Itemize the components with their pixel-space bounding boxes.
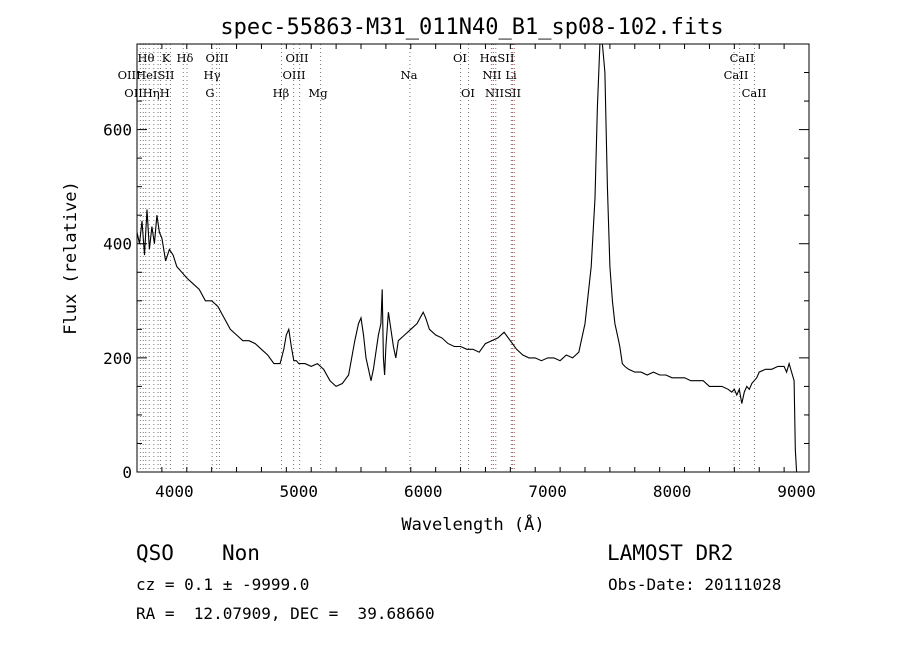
emission-line-labels: Hθ K Hδ OIII OIII OI HαSII CaII OIIHeISII Hγ OIII N…	[118, 51, 767, 100]
plot-frame	[136, 43, 810, 473]
line-label: G	[205, 86, 214, 100]
line-label: OI	[453, 51, 467, 65]
y-tick-label: 600	[103, 121, 132, 140]
line-label: Na	[401, 68, 418, 82]
line-label: NII	[482, 68, 501, 82]
line-label: Hβ	[273, 86, 290, 100]
line-label: OIIHeISII	[118, 68, 175, 82]
survey-name: LAMOST DR2	[607, 541, 734, 565]
line-label: HαSII	[480, 51, 515, 65]
object-subclass: Non	[222, 541, 260, 565]
y-tick-labels: 0 200 400 600	[103, 121, 132, 482]
y-axis-label: Flux (relative)	[61, 181, 81, 335]
x-tick-label: 6000	[404, 482, 443, 501]
line-label: OIII	[282, 68, 305, 82]
y-tick-label: 0	[122, 463, 132, 482]
line-label: CaII	[730, 51, 755, 65]
x-tick-labels: 4000 5000 6000 7000 8000 9000	[155, 482, 816, 501]
x-tick-label: 4000	[155, 482, 194, 501]
line-label: Hγ	[204, 68, 221, 82]
y-tick-label: 200	[103, 349, 132, 368]
x-tick-label: 5000	[280, 482, 319, 501]
spectrum-line	[136, 43, 798, 473]
y-tick-label: 400	[103, 235, 132, 254]
x-tick-label: 7000	[528, 482, 567, 501]
chart-title: spec-55863-M31_011N40_B1_sp08-102.fits	[220, 15, 723, 40]
line-label: Hθ	[138, 51, 155, 65]
x-tick-label: 8000	[653, 482, 692, 501]
line-label: OIII	[205, 51, 228, 65]
x-tick-label: 9000	[777, 482, 816, 501]
line-label: OIII	[285, 51, 308, 65]
coordinates: RA = 12.07909, DEC = 39.68660	[136, 604, 435, 623]
obs-date: Obs-Date: 20111028	[608, 575, 782, 594]
line-label: NIISII	[485, 86, 521, 100]
line-label: K	[162, 51, 171, 65]
redshift-cz: cz = 0.1 ± -9999.0	[136, 575, 310, 594]
emission-line-markers	[139, 44, 755, 472]
line-label: Mg	[308, 86, 328, 100]
x-axis-label: Wavelength (Å)	[401, 513, 544, 535]
axis-ticks	[136, 43, 810, 473]
line-label: CaII	[724, 68, 749, 82]
line-label: CaII	[742, 86, 767, 100]
line-label: OIIHηH	[124, 86, 169, 100]
line-label: Hδ	[177, 51, 194, 65]
line-label: OI	[461, 86, 475, 100]
object-class: QSO	[136, 541, 174, 565]
line-label: Li	[505, 68, 517, 82]
